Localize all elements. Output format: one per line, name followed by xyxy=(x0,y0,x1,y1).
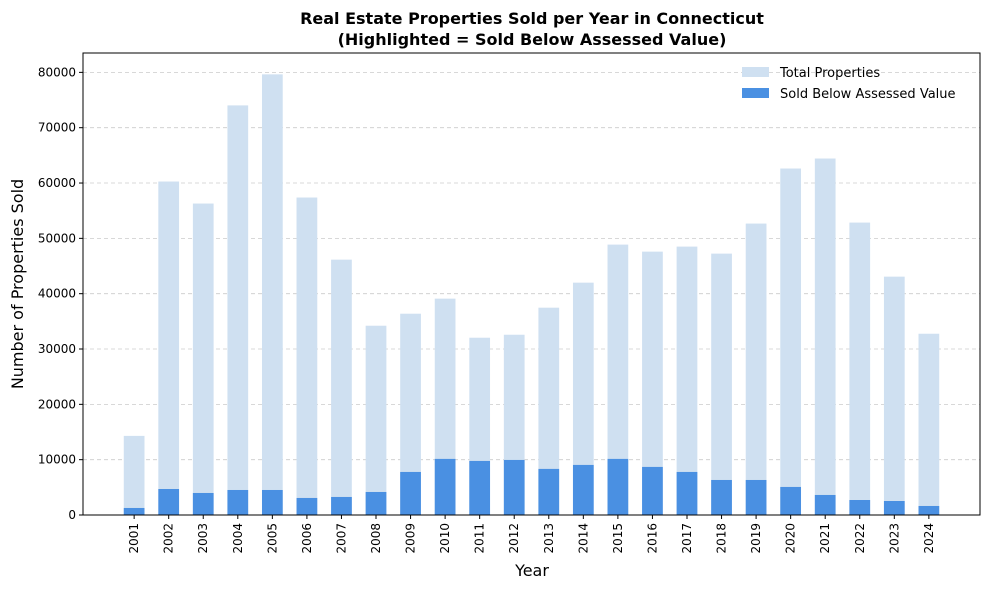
y-tick-label: 30000 xyxy=(38,342,76,356)
bar-below-assessed xyxy=(538,468,560,515)
bar-below-assessed xyxy=(607,458,629,515)
x-tick-label: 2009 xyxy=(404,523,418,554)
x-tick-label: 2010 xyxy=(438,523,452,554)
bar-total xyxy=(572,282,594,515)
bar-below-assessed xyxy=(780,486,802,515)
x-tick-label: 2022 xyxy=(853,523,867,554)
x-tick-label: 2021 xyxy=(818,523,832,554)
bar-total xyxy=(849,222,871,516)
bar-total xyxy=(642,251,663,516)
x-tick-label: 2014 xyxy=(576,523,590,554)
bar-total xyxy=(296,197,318,515)
y-tick-label: 20000 xyxy=(38,397,76,411)
bar-total xyxy=(711,253,732,515)
bar-total xyxy=(158,181,180,515)
bar-below-assessed xyxy=(572,464,594,515)
bar-below-assessed xyxy=(296,497,318,515)
legend-swatch xyxy=(742,67,769,77)
y-tick-label: 10000 xyxy=(38,453,76,467)
bar-total xyxy=(192,203,214,515)
bar-total xyxy=(331,259,352,515)
bar-below-assessed xyxy=(261,489,283,515)
legend: Total Properties Sold Below Assessed Valu… xyxy=(742,66,956,102)
x-tick-label: 2018 xyxy=(715,523,729,554)
x-tick-label: 2003 xyxy=(196,523,210,554)
chart-title: Real Estate Properties Sold per Year in … xyxy=(300,9,764,28)
bar-total xyxy=(607,244,629,515)
y-tick-label: 0 xyxy=(68,508,76,522)
x-tick-label: 2005 xyxy=(265,523,279,554)
bar-total xyxy=(676,246,698,516)
x-axis-label: Year xyxy=(514,561,549,580)
x-tick-label: 2024 xyxy=(922,523,936,554)
x-tick-label: 2015 xyxy=(611,523,625,554)
y-axis-label: Number of Properties Sold xyxy=(8,179,27,389)
legend-label: Total Properties xyxy=(779,66,880,81)
bar-below-assessed xyxy=(331,496,352,515)
bar-total xyxy=(745,223,767,515)
bar-below-assessed xyxy=(642,466,663,515)
bar-below-assessed xyxy=(469,460,491,515)
bar-below-assessed xyxy=(711,479,732,515)
bar-total xyxy=(883,276,905,515)
bar-below-assessed xyxy=(883,501,905,515)
legend-label: Sold Below Assessed Value xyxy=(780,87,956,102)
x-tick-label: 2023 xyxy=(887,523,901,554)
y-tick-label: 40000 xyxy=(38,287,76,301)
y-tick-label: 80000 xyxy=(38,65,76,79)
bar-total xyxy=(780,168,802,516)
bar-below-assessed xyxy=(123,507,145,515)
bar-total xyxy=(227,105,249,516)
x-tick-label: 2006 xyxy=(300,523,314,554)
y-tick-label: 70000 xyxy=(38,121,76,135)
x-tick-label: 2013 xyxy=(542,523,556,554)
plot-frame xyxy=(82,52,981,516)
y-tick-label: 60000 xyxy=(38,176,76,190)
bar-below-assessed xyxy=(400,471,421,515)
bar-below-assessed xyxy=(676,471,698,515)
bar-total xyxy=(123,435,145,515)
bar-below-assessed xyxy=(503,459,525,515)
x-tick-label: 2012 xyxy=(507,523,521,554)
bar-below-assessed xyxy=(365,491,387,515)
x-tick-label: 2020 xyxy=(784,523,798,554)
y-tick-label: 50000 xyxy=(38,231,76,245)
x-tick-label: 2017 xyxy=(680,523,694,554)
bar-below-assessed xyxy=(227,489,249,515)
bar-below-assessed xyxy=(192,492,214,515)
bar-below-assessed xyxy=(918,505,940,515)
x-tick-label: 2007 xyxy=(334,523,348,554)
x-tick-label: 2008 xyxy=(369,523,383,554)
x-tick-label: 2001 xyxy=(127,523,141,554)
bar-total xyxy=(538,307,560,515)
chart-subtitle: (Highlighted = Sold Below Assessed Value… xyxy=(338,30,727,49)
bar-below-assessed xyxy=(158,488,180,515)
bar-total xyxy=(400,313,421,515)
x-tick-label: 2019 xyxy=(749,523,763,554)
bar-below-assessed xyxy=(434,458,456,515)
x-tick-label: 2016 xyxy=(645,523,659,554)
bar-below-assessed xyxy=(849,500,871,515)
x-tick-label: 2011 xyxy=(473,523,487,554)
x-tick-label: 2004 xyxy=(231,523,245,554)
bar-total xyxy=(918,333,940,515)
bar-below-assessed xyxy=(814,494,836,515)
bar-total xyxy=(365,325,387,515)
bar-total xyxy=(261,74,283,516)
x-tick-label: 2002 xyxy=(162,523,176,554)
bar-below-assessed xyxy=(745,479,767,515)
bar-total xyxy=(814,158,836,515)
legend-swatch xyxy=(742,88,769,98)
